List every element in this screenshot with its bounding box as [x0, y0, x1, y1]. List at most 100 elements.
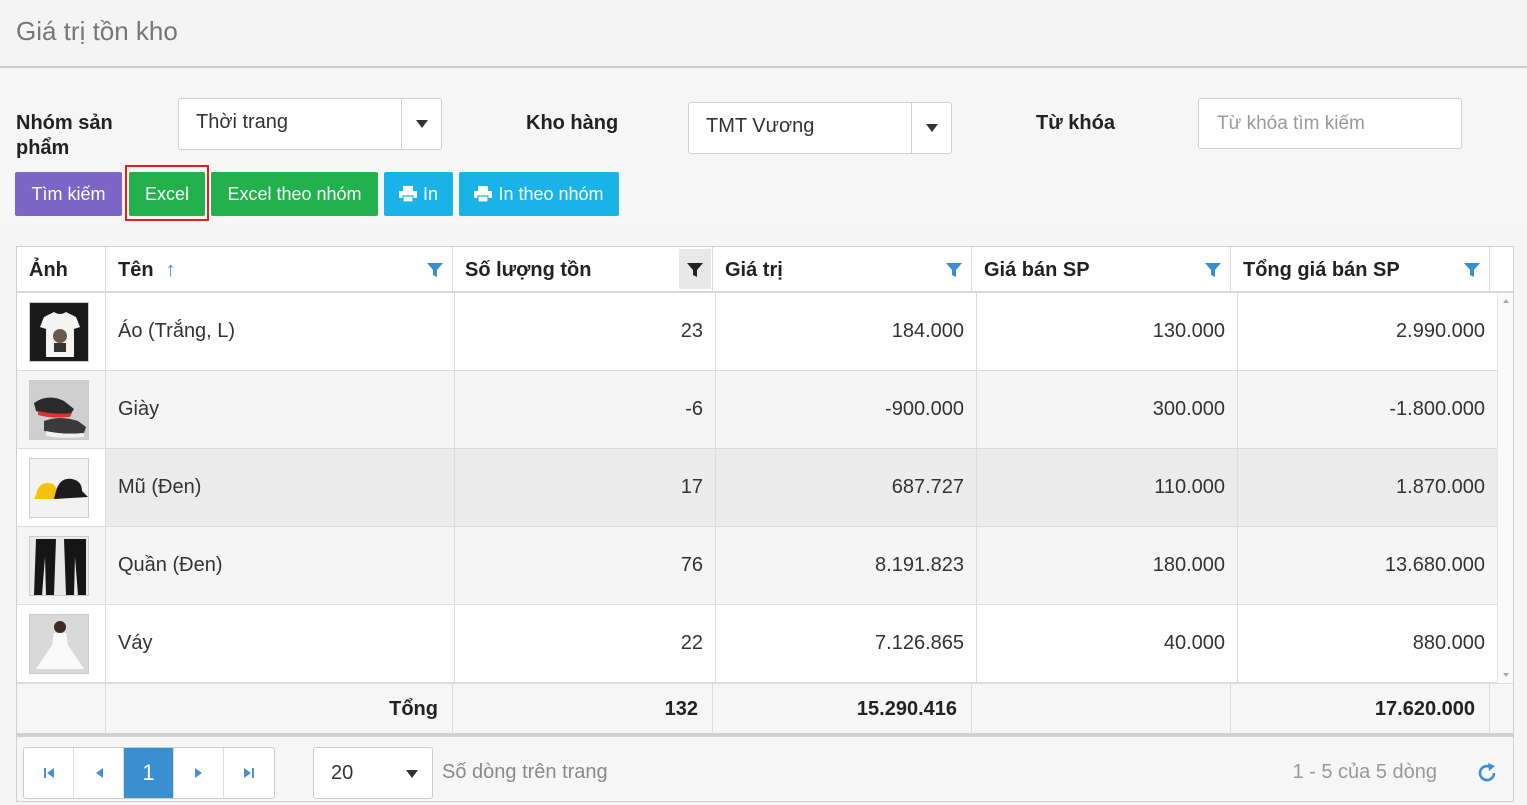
excel-button[interactable]: Excel: [129, 172, 205, 216]
last-page-button[interactable]: [224, 748, 274, 798]
group-label: Nhóm sản phẩm: [16, 112, 113, 159]
qty-cell: -6: [455, 371, 716, 448]
value-cell: -900.000: [716, 371, 977, 448]
totals-label: Tổng: [106, 684, 453, 734]
totals-price: [972, 684, 1231, 734]
page-size-value: 20: [331, 762, 354, 784]
value-cell: 184.000: [716, 293, 977, 370]
printer-icon: [398, 186, 417, 202]
last-page-icon: [244, 768, 254, 778]
filter-icon[interactable]: [686, 261, 704, 279]
column-header-qty-label: Số lượng tồn: [465, 259, 592, 281]
name-cell: Quần (Đen): [106, 527, 455, 604]
title-bar: Giá trị tồn kho: [0, 0, 1527, 68]
table-row[interactable]: Quần (Đen) 76 8.191.823 180.000 13.680.0…: [17, 527, 1497, 605]
qty-cell: 23: [455, 293, 716, 370]
value-cell: 8.191.823: [716, 527, 977, 604]
filter-icon[interactable]: [945, 261, 963, 279]
total-cell: 2.990.000: [1396, 320, 1485, 342]
warehouse-select[interactable]: TMT Vương: [688, 102, 952, 154]
column-header-value-label: Giá trị: [725, 259, 783, 281]
table-row[interactable]: Áo (Trắng, L) 23 184.000 130.000 2.990.0…: [17, 293, 1497, 371]
image-cell: [17, 527, 106, 604]
chevron-down-icon[interactable]: [911, 103, 951, 153]
totals-total: 17.620.000: [1231, 684, 1490, 734]
price-cell: 130.000: [977, 293, 1238, 370]
total-cell: 880.000: [1412, 632, 1485, 654]
price-cell: 300.000: [977, 371, 1238, 448]
group-select-value: Thời trang: [196, 111, 289, 133]
printer-icon: [474, 186, 493, 202]
print-button-label: In: [422, 183, 438, 204]
column-header-image-label: Ảnh: [29, 259, 68, 281]
pager: 1 20 Số dòng trên trang 1 - 5 của 5 dòng: [17, 737, 1513, 801]
column-header-total-price[interactable]: Tổng giá bán SP: [1231, 247, 1490, 293]
name-cell: Mũ (Đen): [106, 449, 455, 526]
filter-icon[interactable]: [426, 261, 444, 279]
page-title: Giá trị tồn kho: [16, 16, 178, 46]
prev-page-icon: [95, 768, 103, 778]
next-page-button[interactable]: [174, 748, 224, 798]
filter-icon[interactable]: [1204, 261, 1222, 279]
product-thumbnail: [29, 614, 89, 674]
chevron-down-icon[interactable]: [401, 99, 441, 149]
price-cell: 180.000: [977, 527, 1238, 604]
column-header-name-label: Tên: [118, 259, 154, 281]
sort-ascending-icon: ↑: [165, 259, 176, 281]
scroll-down-icon[interactable]: [1503, 673, 1509, 677]
product-thumbnail: [29, 536, 89, 596]
price-cell: 40.000: [977, 605, 1238, 682]
price-cell: 110.000: [977, 449, 1238, 526]
page-size-select[interactable]: 20: [313, 747, 433, 799]
value-cell: 7.126.865: [716, 605, 977, 682]
table-row[interactable]: Giày -6 -900.000 300.000 -1.800.000: [17, 371, 1497, 449]
total-cell: 1.870.000: [1396, 476, 1485, 498]
excel-group-button[interactable]: Excel theo nhóm: [211, 172, 378, 216]
name-cell: Giày: [106, 371, 455, 448]
keyword-input[interactable]: [1198, 98, 1462, 149]
page-size-label: Số dòng trên trang: [442, 761, 608, 783]
filter-icon[interactable]: [1463, 261, 1481, 279]
group-select[interactable]: Thời trang: [178, 98, 442, 150]
column-header-price[interactable]: Giá bán SP: [972, 247, 1231, 293]
total-cell: -1.800.000: [1389, 398, 1485, 420]
name-cell: Váy: [106, 605, 455, 682]
pagination: 1: [23, 747, 275, 799]
first-page-icon: [43, 768, 54, 778]
column-header-value[interactable]: Giá trị: [713, 247, 972, 293]
table-row[interactable]: Váy 22 7.126.865 40.000 880.000: [17, 605, 1497, 683]
column-header-image[interactable]: Ảnh: [17, 247, 106, 293]
column-header-name[interactable]: Tên ↑: [106, 247, 453, 293]
qty-cell: 22: [455, 605, 716, 682]
chevron-down-icon[interactable]: [406, 770, 418, 778]
product-thumbnail: [29, 302, 89, 362]
image-cell: [17, 605, 106, 682]
vertical-scrollbar[interactable]: [1497, 293, 1513, 683]
bucket-hat-icon: [30, 459, 88, 517]
search-button[interactable]: Tìm kiếm: [15, 172, 122, 216]
column-header-spacer: [1490, 247, 1513, 293]
qty-cell: 76: [455, 527, 716, 604]
image-cell: [17, 449, 106, 526]
white-dress-icon: [30, 615, 88, 673]
sneaker-icon: [30, 381, 88, 439]
inventory-grid: Ảnh Tên ↑ Số lượng tồn Giá trị Giá bán SP…: [16, 246, 1514, 802]
keyword-label: Từ khóa: [1036, 112, 1115, 134]
qty-cell: 17: [455, 449, 716, 526]
print-group-button-label: In theo nhóm: [498, 183, 604, 204]
next-page-icon: [194, 768, 202, 778]
warehouse-select-value: TMT Vương: [706, 115, 815, 137]
totals-qty: 132: [453, 684, 713, 734]
page-button-current[interactable]: 1: [124, 748, 174, 798]
first-page-button[interactable]: [24, 748, 74, 798]
table-row[interactable]: Mũ (Đen) 17 687.727 110.000 1.870.000: [17, 449, 1497, 527]
totals-row: Tổng 132 15.290.416 17.620.000: [17, 683, 1513, 737]
column-header-qty[interactable]: Số lượng tồn: [453, 247, 713, 293]
scroll-up-icon[interactable]: [1503, 299, 1509, 303]
print-group-button[interactable]: In theo nhóm: [459, 172, 619, 216]
product-thumbnail: [29, 380, 89, 440]
print-button[interactable]: In: [384, 172, 453, 216]
prev-page-button[interactable]: [74, 748, 124, 798]
refresh-icon[interactable]: [1475, 761, 1499, 785]
name-cell: Áo (Trắng, L): [106, 293, 455, 370]
